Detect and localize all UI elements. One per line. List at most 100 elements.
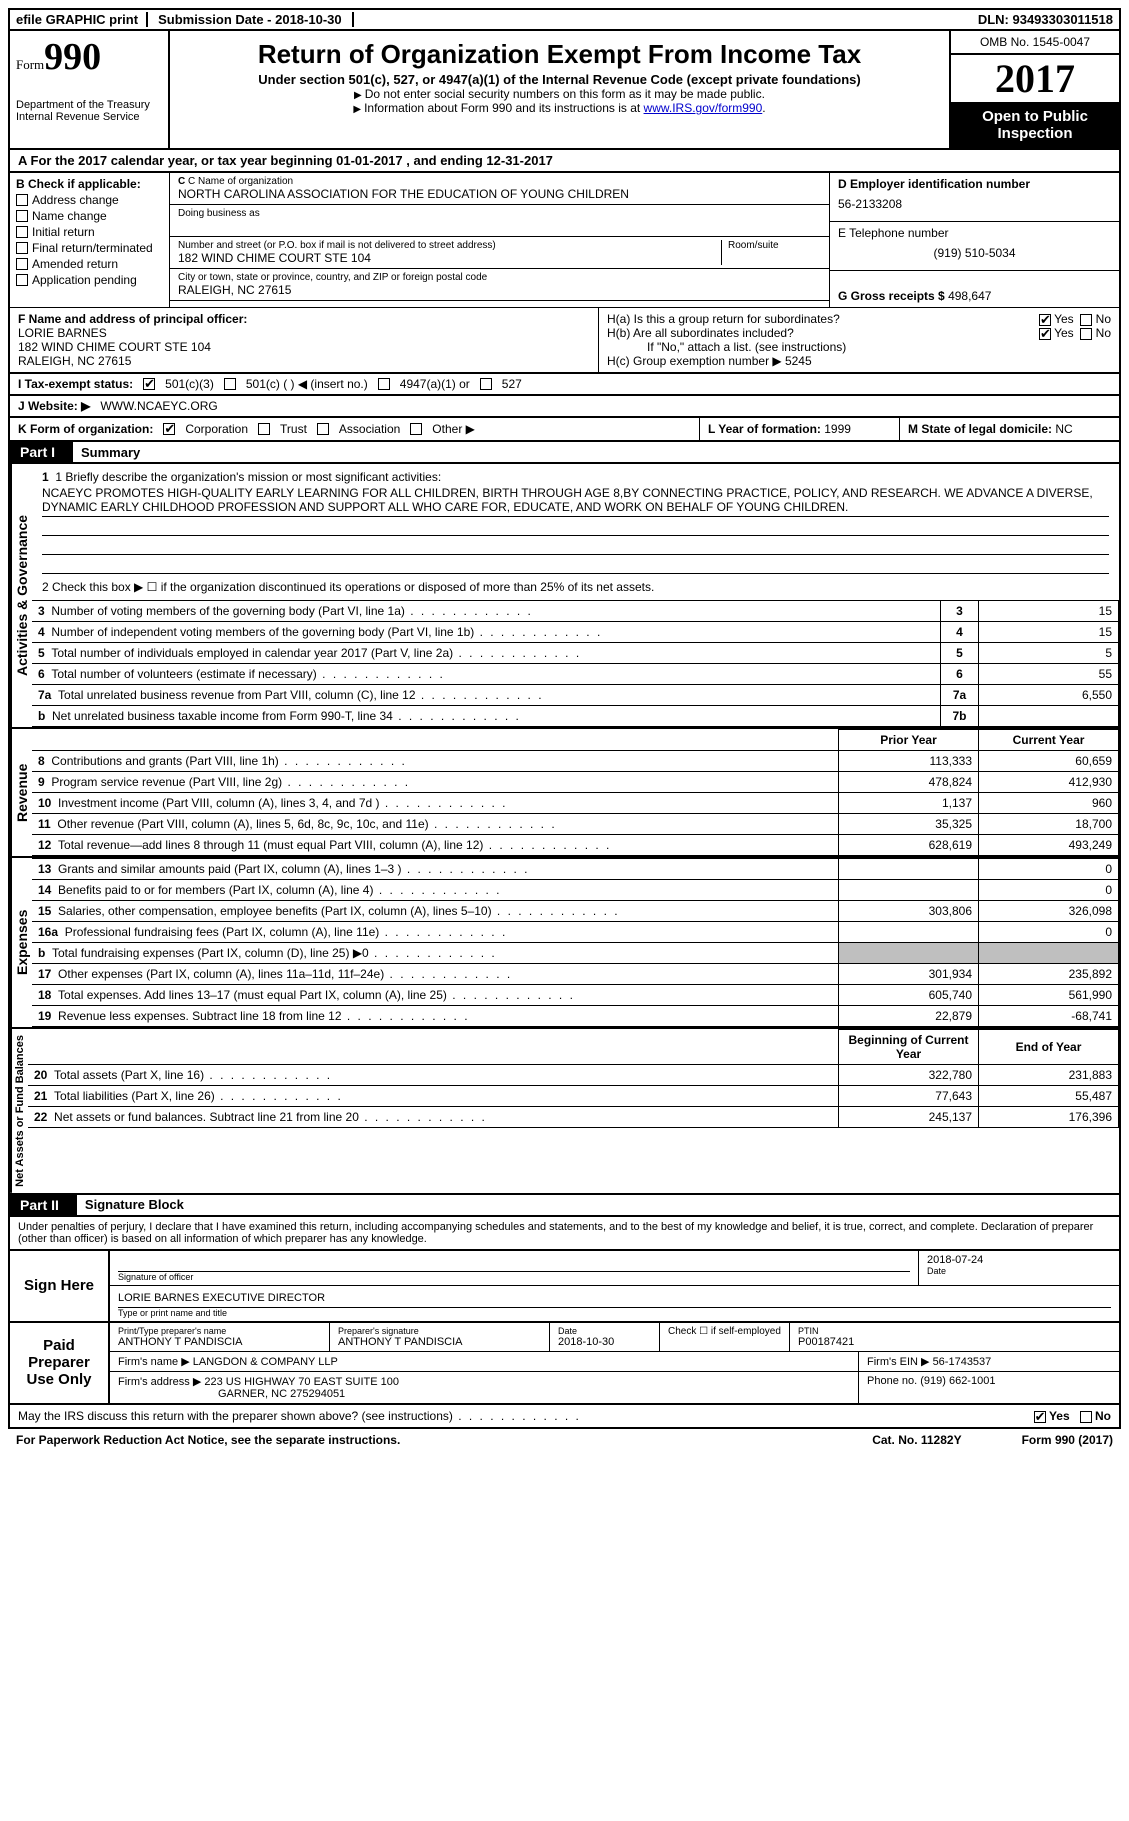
phone-label: E Telephone number bbox=[838, 226, 1111, 240]
form-title: Return of Organization Exempt From Incom… bbox=[180, 39, 939, 70]
org-association[interactable] bbox=[317, 423, 329, 435]
room-label: Room/suite bbox=[728, 240, 821, 251]
form-version: Form 990 (2017) bbox=[1022, 1433, 1113, 1447]
state-domicile: NC bbox=[1055, 422, 1072, 436]
form-header: Form990 Department of the Treasury Inter… bbox=[8, 31, 1121, 150]
officer-name-title: LORIE BARNES EXECUTIVE DIRECTOR bbox=[118, 1289, 1111, 1308]
summary-section: Activities & Governance 1 1 Briefly desc… bbox=[8, 464, 1121, 729]
table-row: 21 Total liabilities (Part X, line 26)77… bbox=[28, 1086, 1119, 1107]
status-501c[interactable] bbox=[224, 378, 236, 390]
org-corporation[interactable] bbox=[163, 423, 175, 435]
open-to-public: Open to Public Inspection bbox=[951, 102, 1119, 148]
hb-yes[interactable] bbox=[1039, 328, 1051, 340]
efile-label: efile GRAPHIC print bbox=[16, 12, 138, 27]
gross-label: G Gross receipts $ bbox=[838, 289, 948, 303]
table-row: 9 Program service revenue (Part VIII, li… bbox=[32, 772, 1119, 793]
table-row: b Total fundraising expenses (Part IX, c… bbox=[32, 943, 1119, 964]
table-row: 11 Other revenue (Part VIII, column (A),… bbox=[32, 814, 1119, 835]
table-row: 7a Total unrelated business revenue from… bbox=[32, 685, 1119, 706]
city-value: RALEIGH, NC 27615 bbox=[178, 283, 821, 297]
table-row: 5 Total number of individuals employed i… bbox=[32, 643, 1119, 664]
ha-no[interactable] bbox=[1080, 314, 1092, 326]
status-4947[interactable] bbox=[378, 378, 390, 390]
checkbox-name-change[interactable] bbox=[16, 210, 28, 222]
preparer-date: 2018-10-30 bbox=[558, 1336, 651, 1348]
checkbox-amended[interactable] bbox=[16, 258, 28, 270]
self-employed-check: Check ☐ if self-employed bbox=[660, 1323, 790, 1351]
ptin-value: P00187421 bbox=[798, 1336, 1111, 1348]
omb-number: OMB No. 1545-0047 bbox=[951, 31, 1119, 55]
officer-info: F Name and address of principal officer:… bbox=[10, 308, 599, 372]
checkbox-address-change[interactable] bbox=[16, 194, 28, 206]
table-row: 22 Net assets or fund balances. Subtract… bbox=[28, 1107, 1119, 1128]
table-row: 10 Investment income (Part VIII, column … bbox=[32, 793, 1119, 814]
org-name-label: C C Name of organization bbox=[178, 176, 821, 187]
discuss-yes[interactable] bbox=[1034, 1411, 1046, 1423]
paperwork-notice: For Paperwork Reduction Act Notice, see … bbox=[16, 1433, 400, 1447]
org-name: NORTH CAROLINA ASSOCIATION FOR THE EDUCA… bbox=[178, 187, 821, 201]
form-subtitle: Under section 501(c), 527, or 4947(a)(1)… bbox=[180, 72, 939, 87]
org-trust[interactable] bbox=[258, 423, 270, 435]
table-row: 6 Total number of volunteers (estimate i… bbox=[32, 664, 1119, 685]
governance-table: 3 Number of voting members of the govern… bbox=[32, 600, 1119, 727]
checkbox-initial-return[interactable] bbox=[16, 226, 28, 238]
phone-value: (919) 510-5034 bbox=[838, 240, 1111, 266]
table-row: 16a Professional fundraising fees (Part … bbox=[32, 922, 1119, 943]
column-d: D Employer identification number 56-2133… bbox=[829, 173, 1119, 307]
table-row: 13 Grants and similar amounts paid (Part… bbox=[32, 859, 1119, 880]
form-org-row: K Form of organization: Corporation Trus… bbox=[8, 418, 1121, 442]
side-revenue: Revenue bbox=[10, 729, 32, 856]
part1-header: Part I Summary bbox=[8, 442, 1121, 464]
footer: For Paperwork Reduction Act Notice, see … bbox=[8, 1429, 1121, 1451]
side-expenses: Expenses bbox=[10, 858, 32, 1027]
dept-treasury: Department of the Treasury bbox=[16, 99, 162, 111]
status-501c3[interactable] bbox=[143, 378, 155, 390]
firm-name: LANGDON & COMPANY LLP bbox=[193, 1356, 338, 1368]
table-row: 19 Revenue less expenses. Subtract line … bbox=[32, 1006, 1119, 1027]
cat-no: Cat. No. 11282Y bbox=[872, 1433, 961, 1447]
side-activities: Activities & Governance bbox=[10, 464, 32, 727]
dln: DLN: 93493303011518 bbox=[978, 12, 1113, 27]
officer-row: F Name and address of principal officer:… bbox=[8, 307, 1121, 374]
firm-ein: 56-1743537 bbox=[933, 1356, 992, 1368]
ha-yes[interactable] bbox=[1039, 314, 1051, 326]
firm-phone: (919) 662-1001 bbox=[920, 1375, 995, 1387]
checkbox-application-pending[interactable] bbox=[16, 274, 28, 286]
hb-no[interactable] bbox=[1080, 328, 1092, 340]
mission-block: 1 1 Briefly describe the organization's … bbox=[32, 464, 1119, 600]
table-row: 8 Contributions and grants (Part VIII, l… bbox=[32, 751, 1119, 772]
h-section: H(a) Is this a group return for subordin… bbox=[599, 308, 1119, 372]
table-row: 20 Total assets (Part X, line 16)322,780… bbox=[28, 1065, 1119, 1086]
ein-label: D Employer identification number bbox=[838, 177, 1111, 191]
table-row: 4 Number of independent voting members o… bbox=[32, 622, 1119, 643]
website-value: WWW.NCAEYC.ORG bbox=[100, 399, 217, 413]
firm-addr2: GARNER, NC 275294051 bbox=[118, 1388, 345, 1400]
info-grid: B Check if applicable: Address change Na… bbox=[8, 173, 1121, 307]
net-assets-section: Net Assets or Fund Balances Beginning of… bbox=[8, 1029, 1121, 1195]
form-number: 990 bbox=[44, 36, 101, 78]
info-note: Information about Form 990 and its instr… bbox=[180, 101, 939, 115]
checkbox-final-return[interactable] bbox=[16, 242, 28, 254]
officer-name: LORIE BARNES bbox=[18, 326, 590, 340]
header-left: Form990 Department of the Treasury Inter… bbox=[10, 31, 170, 148]
table-row: 14 Benefits paid to or for members (Part… bbox=[32, 880, 1119, 901]
discuss-no[interactable] bbox=[1080, 1411, 1092, 1423]
org-other[interactable] bbox=[410, 423, 422, 435]
irs-link[interactable]: www.IRS.gov/form990 bbox=[644, 101, 763, 115]
paid-preparer-block: Paid Preparer Use Only Print/Type prepar… bbox=[8, 1323, 1121, 1405]
part2-header: Part II Signature Block bbox=[8, 1195, 1121, 1217]
officer-addr2: RALEIGH, NC 27615 bbox=[18, 354, 590, 368]
table-row: 17 Other expenses (Part IX, column (A), … bbox=[32, 964, 1119, 985]
status-527[interactable] bbox=[480, 378, 492, 390]
city-label: City or town, state or province, country… bbox=[178, 272, 821, 283]
col-b-title: B Check if applicable: bbox=[16, 177, 163, 191]
irs-label: Internal Revenue Service bbox=[16, 111, 162, 123]
table-row: 3 Number of voting members of the govern… bbox=[32, 601, 1119, 622]
discuss-row: May the IRS discuss this return with the… bbox=[8, 1405, 1121, 1429]
gross-value: 498,647 bbox=[948, 289, 991, 303]
ssn-note: Do not enter social security numbers on … bbox=[180, 87, 939, 101]
q2-text: 2 Check this box ▶ ☐ if the organization… bbox=[42, 580, 1109, 594]
hc-label: H(c) Group exemption number ▶ 5245 bbox=[607, 354, 1111, 368]
header-center: Return of Organization Exempt From Incom… bbox=[170, 31, 949, 148]
dba-label: Doing business as bbox=[178, 208, 821, 219]
